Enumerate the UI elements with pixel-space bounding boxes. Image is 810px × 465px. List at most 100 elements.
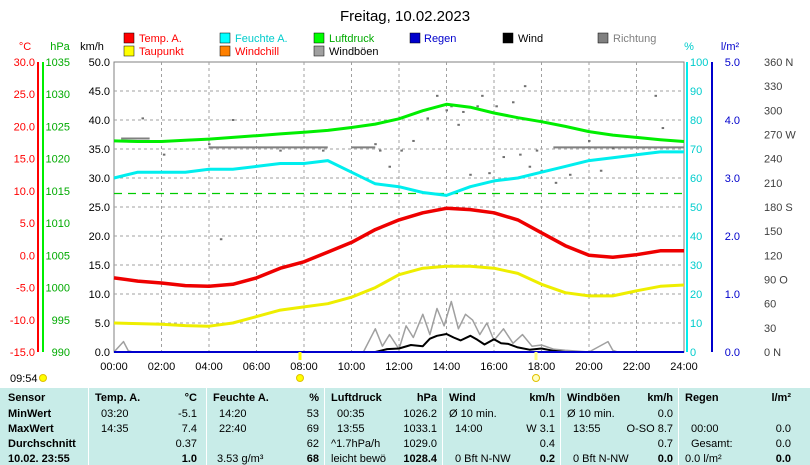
humidity-tick-label: 50 <box>690 202 702 214</box>
wind-tick-label: 20.0 <box>89 231 110 243</box>
direction-point <box>481 94 484 97</box>
humidity-avg-value: 62 <box>306 438 319 450</box>
temp-tick-label: 20.0 <box>14 121 35 133</box>
pressure-tick-label: 1000 <box>46 283 70 295</box>
wind-tick-label: 15.0 <box>89 260 110 272</box>
direction-point <box>661 127 665 130</box>
direction-point <box>523 85 527 88</box>
table-header-pressure: Luftdruck <box>331 392 382 404</box>
table-unit-temp: °C <box>184 392 197 404</box>
wind-max-time: 14:00 <box>455 423 483 435</box>
temp-tick-label: 5.0 <box>20 218 35 230</box>
pressure-tick-label: 1015 <box>46 186 70 198</box>
direction-point <box>208 143 211 146</box>
chart-title: Freitag, 10.02.2023 <box>340 8 470 25</box>
humidity-min-value: 53 <box>306 408 319 420</box>
direction-tick-label: 180 S <box>764 202 793 214</box>
temp-current-value: 1.0 <box>181 453 197 465</box>
gusts-min-value: 0.0 <box>657 408 673 420</box>
legend-label-humidity: Feuchte A. <box>235 33 288 45</box>
wind-max-value: W 3.1 <box>526 423 555 435</box>
table-header-temp: Temp. A. <box>95 392 141 404</box>
wind-tick-label: 25.0 <box>89 202 110 214</box>
pressure-tick-label: 995 <box>52 315 70 327</box>
direction-point <box>519 153 522 156</box>
wind-tick-label: 40.0 <box>89 115 110 127</box>
rain-max-value: 0.0 <box>775 423 791 435</box>
direction-tick-label: 210 <box>764 178 782 190</box>
pressure-tick-label: 1020 <box>46 154 70 166</box>
humidity-current-extra: 3.53 g/m³ <box>217 453 264 465</box>
direction-point <box>476 105 479 108</box>
direction-point <box>412 139 415 142</box>
direction-tick-label: 150 <box>764 226 782 238</box>
rain-tick-label: 4.0 <box>725 115 740 127</box>
table-col-temp: Temp. A. °C 03:20 -5.1 14:35 7.4 0.37 1.… <box>88 388 207 465</box>
direction-point <box>588 139 591 142</box>
table-col-rain: Regen l/m² 00:00 0.0 Gesamt: 0.0 0.0 l/m… <box>678 388 810 465</box>
direction-point <box>322 149 325 152</box>
humidity-current-value: 68 <box>306 453 319 465</box>
legend-item-pressure: Luftdruck <box>313 32 375 45</box>
direction-point <box>611 147 615 150</box>
direction-point <box>462 110 465 113</box>
series-feuchte-a- <box>113 150 684 197</box>
rain-total-label: Gesamt: <box>691 438 733 450</box>
direction-point <box>654 94 657 97</box>
humidity-tick-label: 60 <box>690 173 702 185</box>
direction-tick-label: 330 <box>764 81 782 93</box>
x-tick-label: 00:00 <box>100 361 128 373</box>
direction-point <box>231 119 235 121</box>
rain-total-value: 0.0 <box>775 438 791 450</box>
table-header-rain: Regen <box>685 392 719 404</box>
wind-min-label: Ø 10 min. <box>449 408 497 420</box>
unit-humidity: % <box>684 41 694 53</box>
direction-point <box>388 165 391 168</box>
legend-item-wind: Wind <box>502 32 543 45</box>
row-label-min: MinWert <box>8 408 52 420</box>
direction-point <box>554 181 558 184</box>
humidity-tick-label: 0 <box>690 347 696 359</box>
sunrise-marker <box>296 374 304 382</box>
humidity-tick-label: 70 <box>690 144 702 156</box>
temp-tick-label: 15.0 <box>14 154 35 166</box>
direction-tick-label: 120 <box>764 250 782 262</box>
pressure-tick-label: 1030 <box>46 89 70 101</box>
direction-point <box>400 149 403 152</box>
pressure-current-value: 1028.4 <box>403 453 437 465</box>
rain-tick-label: 5.0 <box>725 57 740 69</box>
x-tick-label: 16:00 <box>480 361 508 373</box>
plot-marks <box>113 85 685 353</box>
series-taupunkt <box>113 264 685 328</box>
gusts-current-bft: 0 Bft N-NW <box>573 453 629 465</box>
direction-point <box>535 149 539 152</box>
direction-tick-label: 30 <box>764 323 776 335</box>
wind-min-value: 0.1 <box>539 408 555 420</box>
legend-item-temp: Temp. A. <box>123 32 182 45</box>
direction-tick-label: 0 N <box>764 347 781 359</box>
table-unit-pressure: hPa <box>416 392 437 404</box>
wind-tick-label: 0.0 <box>95 347 110 359</box>
row-label-avg: Durchschnitt <box>8 438 76 450</box>
temp-max-time: 14:35 <box>101 423 129 435</box>
series-luftdruck <box>113 102 685 143</box>
x-tick-label: 22:00 <box>623 361 651 373</box>
temp-tick-label: 30.0 <box>14 57 35 69</box>
unit-pressure: hPa <box>50 41 70 53</box>
direction-point <box>457 123 460 126</box>
gusts-avg-value: 0.7 <box>657 438 673 450</box>
rain-current-value: 0.0 <box>775 453 791 465</box>
x-tick-label: 02:00 <box>148 361 176 373</box>
timestamp: 09:54 <box>10 373 38 385</box>
humidity-max-time: 22:40 <box>219 423 247 435</box>
direction-point <box>445 109 448 112</box>
x-tick-label: 18:00 <box>528 361 556 373</box>
x-axis: 00:00 02:00 04:00 06:00 08:00 10:00 12:00 14:00… <box>100 361 698 373</box>
table-col-sensor: Sensor MinWert MaxWert Durchschnitt 10.0… <box>0 388 88 465</box>
humidity-tick-label: 80 <box>690 115 702 127</box>
series-windböen <box>113 300 684 353</box>
temp-tick-label: -15.0 <box>10 347 35 359</box>
gusts-max-time: 13:55 <box>573 423 601 435</box>
direction-point <box>512 101 515 104</box>
series-wind <box>114 333 684 353</box>
